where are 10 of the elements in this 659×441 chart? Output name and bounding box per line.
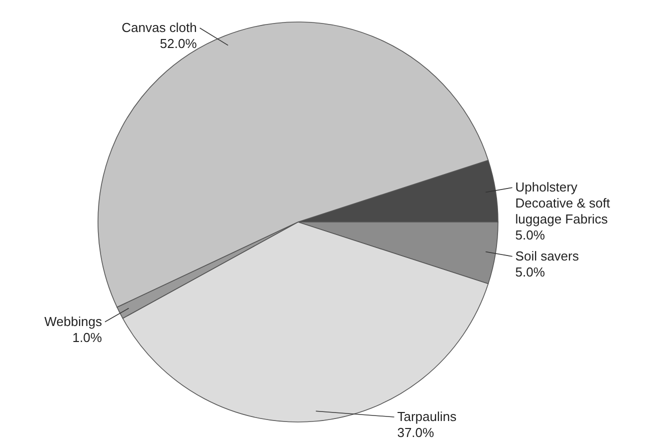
data-label: 5.0%	[515, 264, 546, 280]
slice-label: Webbings	[44, 314, 102, 329]
data-label: 5.0%	[515, 228, 546, 243]
slice-label: Tarpaulins	[397, 409, 457, 424]
slice-label: Upholstery Decoative & soft luggage Fabrics	[515, 180, 610, 227]
data-label: 52.0%	[160, 36, 198, 51]
data-label: 1.0%	[72, 330, 102, 345]
slice-label: Canvas cloth	[122, 20, 197, 35]
data-label: 37.0%	[397, 425, 435, 440]
slice-label: Soil savers	[515, 248, 580, 264]
